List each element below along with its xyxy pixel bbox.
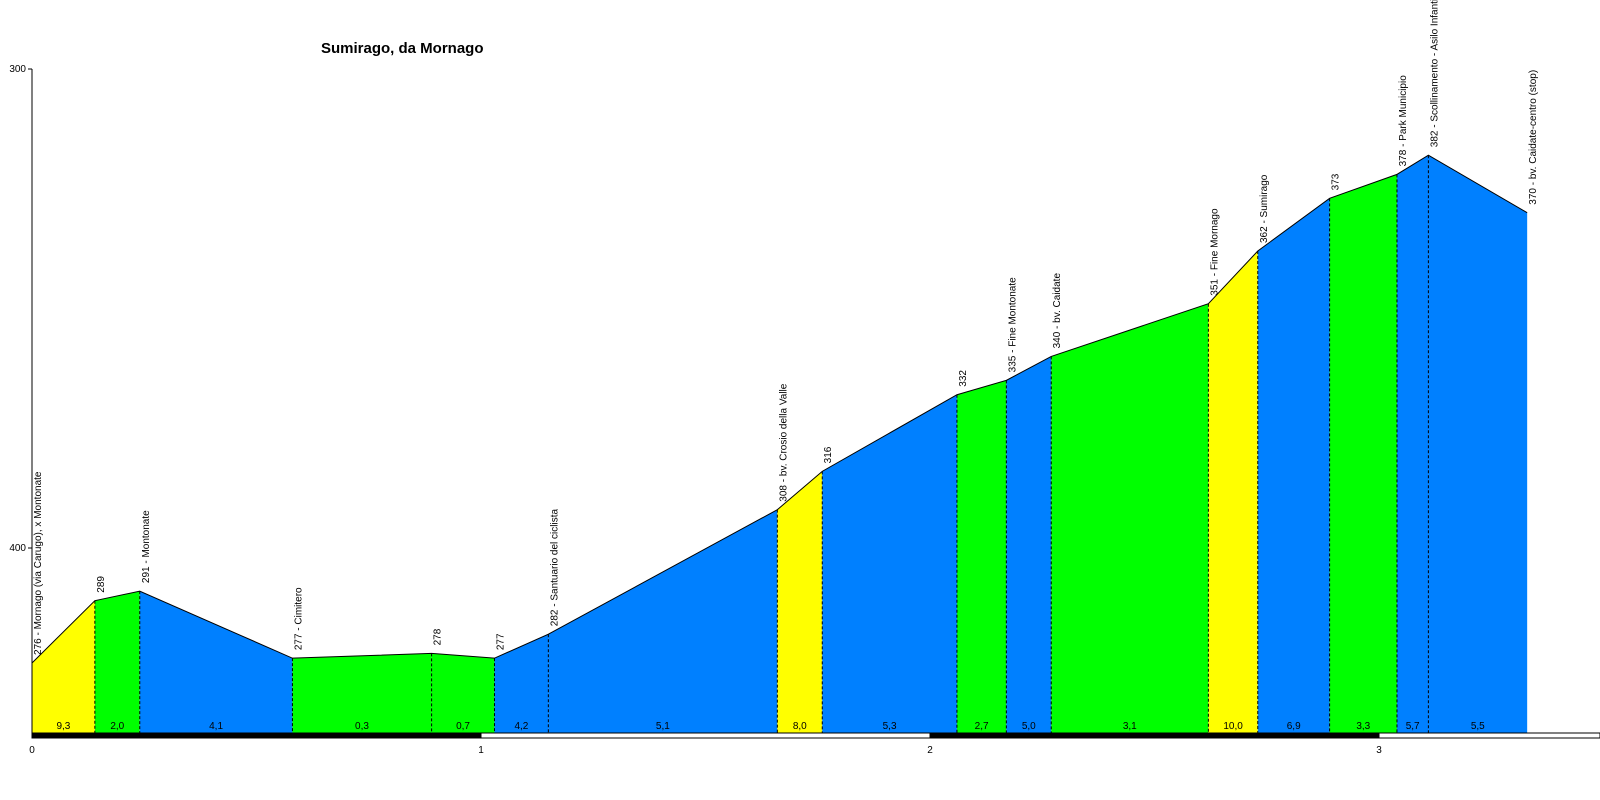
gradient-label: 6,9 bbox=[1287, 721, 1301, 732]
segment-dividers bbox=[94, 155, 1429, 733]
gradient-label: 0,3 bbox=[355, 721, 369, 732]
profile-segment bbox=[1396, 155, 1429, 734]
point-label: 382 - Scollinamento - Asilo Infantile bbox=[1429, 0, 1440, 147]
gradient-label: 4,2 bbox=[514, 721, 528, 732]
point-label: 308 - bv. Crosio della Valle bbox=[778, 383, 789, 501]
profile-segment bbox=[956, 380, 1007, 733]
gradient-label: 8,0 bbox=[793, 721, 807, 732]
x-tick-label: 0 bbox=[29, 745, 35, 756]
gradient-label: 5,5 bbox=[1471, 721, 1485, 732]
gradient-label: 5,0 bbox=[1022, 721, 1036, 732]
profile-segment bbox=[292, 653, 432, 733]
km-bar bbox=[480, 732, 931, 739]
y-tick-label: 300 bbox=[9, 64, 26, 75]
gradient-label: 5,3 bbox=[883, 721, 897, 732]
profile-segment bbox=[1208, 251, 1258, 733]
profile-segment bbox=[494, 634, 549, 733]
point-label: 316 bbox=[823, 446, 834, 463]
profile-segment bbox=[548, 509, 778, 733]
point-label: 378 - Park Municipio bbox=[1398, 75, 1409, 167]
point-label: 276 - Mornago (via Carugo), x Montonate bbox=[33, 471, 44, 655]
point-label: 291 - Montonate bbox=[141, 510, 152, 583]
profile-segment bbox=[1006, 356, 1052, 733]
profile-segment bbox=[94, 591, 140, 733]
point-label: 335 - Fine Montonate bbox=[1007, 277, 1018, 372]
profile-segment bbox=[1051, 303, 1209, 733]
y-tick-label: 400 bbox=[9, 543, 26, 554]
km-bar bbox=[31, 732, 482, 739]
km-bar bbox=[929, 732, 1380, 739]
profile-line bbox=[31, 154, 1528, 664]
profile-segment bbox=[1257, 198, 1330, 733]
point-label: 332 bbox=[958, 370, 969, 387]
point-label: 277 bbox=[495, 633, 506, 650]
gradient-label: 3,1 bbox=[1123, 721, 1137, 732]
gradient-label: 0,7 bbox=[456, 721, 470, 732]
gradient-label: 2,0 bbox=[110, 721, 124, 732]
chart-title: Sumirago, da Mornago bbox=[321, 40, 484, 57]
profile-segments bbox=[32, 155, 1528, 734]
x-tick-label: 3 bbox=[1376, 745, 1382, 756]
profile-segment bbox=[32, 600, 95, 733]
point-label: 277 - Cimitero bbox=[293, 587, 304, 650]
profile-segment bbox=[822, 394, 957, 733]
profile-segment bbox=[139, 591, 293, 733]
gradient-label: 3,3 bbox=[1356, 721, 1370, 732]
profile-segment bbox=[1329, 174, 1397, 733]
profile-segment bbox=[431, 653, 495, 733]
point-label: 289 bbox=[96, 576, 107, 593]
gradient-label: 10,0 bbox=[1223, 721, 1243, 732]
profile-outline bbox=[31, 154, 1528, 664]
x-tick-label: 1 bbox=[478, 745, 484, 756]
point-label: 351 - Fine Mornago bbox=[1209, 208, 1220, 296]
km-bar bbox=[1378, 732, 1600, 739]
gradient-label: 2,7 bbox=[975, 721, 989, 732]
x-tick-label: 2 bbox=[927, 745, 933, 756]
point-label: 373 bbox=[1331, 173, 1342, 190]
point-label: 278 bbox=[433, 628, 444, 645]
gradient-labels: 9,3 2,0 4,1 0,3 0,7 4,2 5,1 8,0 5,3 2,7 5,0 3,1 10,0… bbox=[56, 721, 1485, 732]
point-label: 370 - bv. Caidate-centro (stop) bbox=[1528, 70, 1539, 205]
point-labels: 276 - Mornago (via Carugo), x Montonate 2… bbox=[33, 0, 1539, 655]
point-label: 362 - Sumirago bbox=[1259, 174, 1270, 243]
point-label: 340 - bv. Caidate bbox=[1052, 273, 1063, 349]
profile-segment bbox=[777, 471, 823, 733]
axes: 300 400 0 1 2 3 bbox=[9, 64, 1600, 756]
gradient-label: 9,3 bbox=[56, 721, 70, 732]
gradient-label: 5,7 bbox=[1406, 721, 1420, 732]
point-label: 282 - Santuario del ciclista bbox=[549, 508, 560, 626]
gradient-label: 4,1 bbox=[209, 721, 223, 732]
profile-segment bbox=[1428, 155, 1528, 734]
gradient-label: 5,1 bbox=[656, 721, 670, 732]
